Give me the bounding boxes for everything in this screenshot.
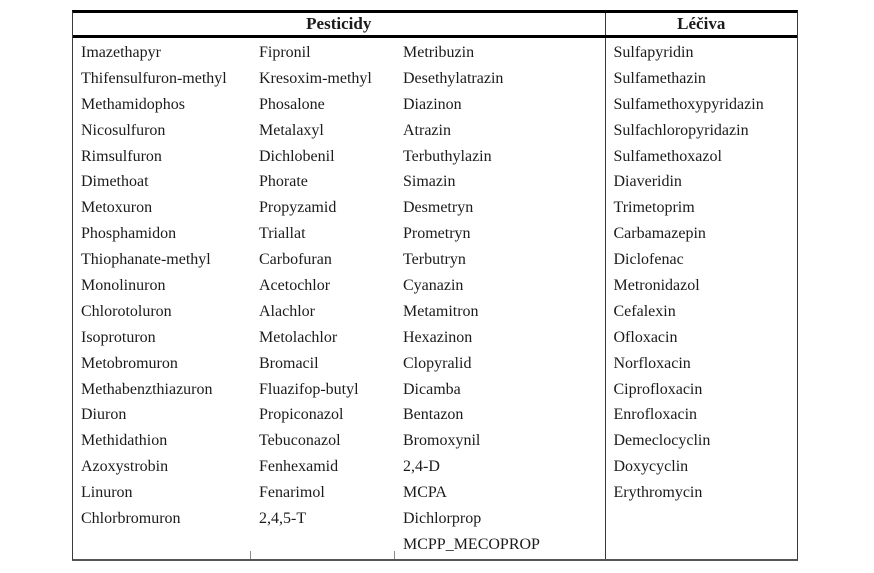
table-cell: Thifensulfuron-methyl	[81, 69, 227, 87]
pesticide-column-3: Metribuzin Desethylatrazin Diazinon Atrazin…	[395, 38, 605, 559]
table-cell: Norfloxacin	[613, 354, 691, 372]
table-body: Imazethapyr Thifensulfuron-methyl Methamid…	[73, 38, 797, 559]
table-cell: Thiophanate-methyl	[81, 251, 211, 269]
table-cell: Simazin	[403, 173, 456, 191]
table-cell: Sulfamethazin	[613, 69, 706, 87]
table-cell: Linuron	[81, 484, 133, 502]
table-cell: MCPA	[403, 484, 447, 502]
table-cell: Kresoxim-methyl	[259, 69, 372, 87]
table-cell: Terbuthylazin	[403, 147, 492, 165]
table-cell: Methidathion	[81, 432, 168, 450]
table-cell: Propiconazol	[259, 406, 344, 424]
table-cell: Metalaxyl	[259, 121, 324, 139]
table-cell: Triallat	[259, 225, 306, 243]
table-header-row: Pesticidy Léčiva	[73, 13, 797, 38]
chemical-table: Pesticidy Léčiva Imazethapyr Thifensulfur…	[72, 10, 798, 561]
table-cell: Sulfapyridin	[613, 44, 694, 61]
table-cell: Acetochlor	[259, 277, 331, 295]
table-cell: Rimsulfuron	[81, 147, 162, 165]
pesticide-column-2: Fipronil Kresoxim-methyl Phosalone Metalaxy…	[251, 38, 395, 559]
table-cell: Alachlor	[259, 302, 315, 320]
table-cell: Desethylatrazin	[403, 69, 504, 87]
column-boundary-tick	[393, 551, 395, 559]
table-cell: Phosalone	[259, 95, 325, 113]
table-cell: Fluazifop-butyl	[259, 380, 359, 398]
table-cell: Cyanazin	[403, 277, 464, 295]
table-cell: Cefalexin	[613, 302, 676, 320]
table-cell: Doxycyclin	[613, 458, 689, 476]
table-cell: Metamitron	[403, 302, 479, 320]
table-cell: Clopyralid	[403, 354, 472, 372]
table-cell: Phorate	[259, 173, 308, 191]
table-cell: Desmetryn	[403, 199, 474, 217]
table-cell: Sulfachloropyridazin	[613, 121, 749, 139]
table-cell: Bentazon	[403, 406, 464, 424]
table-cell: 2,4,5-T	[259, 510, 307, 528]
table-cell: 2,4-D	[403, 458, 440, 476]
table-cell: Propyzamid	[259, 199, 337, 217]
table-cell: Diaveridin	[613, 173, 682, 191]
table-cell: Nicosulfuron	[81, 121, 166, 139]
table-cell: Ofloxacin	[613, 328, 678, 346]
header-pesticides: Pesticidy	[306, 14, 372, 33]
table-cell: Dichlobenil	[259, 147, 335, 165]
table-cell: Fenarimol	[259, 484, 325, 502]
table-cell: Fenhexamid	[259, 458, 339, 476]
table-cell: Phosphamidon	[81, 225, 177, 243]
table-cell: Methamidophos	[81, 95, 185, 113]
table-cell: Isoproturon	[81, 328, 156, 346]
table-cell: Carbofuran	[259, 251, 332, 269]
table-cell: Metribuzin	[403, 44, 475, 61]
table-cell: Metobromuron	[81, 354, 178, 372]
table-cell: Fipronil	[259, 44, 311, 61]
table-cell: Ciprofloxacin	[613, 380, 703, 398]
table-cell: Metronidazol	[613, 277, 700, 295]
table-cell: Diuron	[81, 406, 127, 424]
table-cell: Demeclocyclin	[613, 432, 711, 450]
table-cell: Imazethapyr	[81, 44, 161, 61]
table-cell: Carbamazepin	[613, 225, 706, 243]
table-cell: Metoxuron	[81, 199, 153, 217]
table-cell: Trimetoprim	[613, 199, 695, 217]
drugs-column: Sulfapyridin Sulfamethazin Sulfamethoxypyr…	[604, 38, 798, 559]
table-cell: Hexazinon	[403, 328, 473, 346]
table-cell: Dichlorprop	[403, 510, 482, 528]
table-cell: Sulfamethoxypyridazin	[613, 95, 764, 113]
table-cell: Prometryn	[403, 225, 471, 243]
table-cell: Tebuconazol	[259, 432, 341, 450]
table-cell: Metolachlor	[259, 328, 338, 346]
table-cell: Azoxystrobin	[81, 458, 169, 476]
table-cell: Methabenzthiazuron	[81, 380, 213, 398]
table-cell: Dimethoat	[81, 173, 149, 191]
table-cell: Diclofenac	[613, 251, 684, 269]
table-cell: Bromacil	[259, 354, 319, 372]
table-cell: Atrazin	[403, 121, 451, 139]
table-cell: Chlorotoluron	[81, 302, 172, 320]
table-cell: Erythromycin	[613, 484, 703, 502]
table-cell: Monolinuron	[81, 277, 166, 295]
table-cell: Dicamba	[403, 380, 461, 398]
table-cell: Terbutryn	[403, 251, 466, 269]
table-cell: Bromoxynil	[403, 432, 481, 450]
table-cell: Diazinon	[403, 95, 462, 113]
pesticide-column-1: Imazethapyr Thifensulfuron-methyl Methamid…	[73, 38, 251, 559]
column-boundary-tick	[249, 551, 251, 559]
table-cell: Chlorbromuron	[81, 510, 181, 528]
table-cell: Enrofloxacin	[613, 406, 698, 424]
table-cell: MCPP_MECOPROP	[403, 535, 540, 553]
header-drugs: Léčiva	[604, 13, 798, 35]
table-cell: Sulfamethoxazol	[613, 147, 722, 165]
